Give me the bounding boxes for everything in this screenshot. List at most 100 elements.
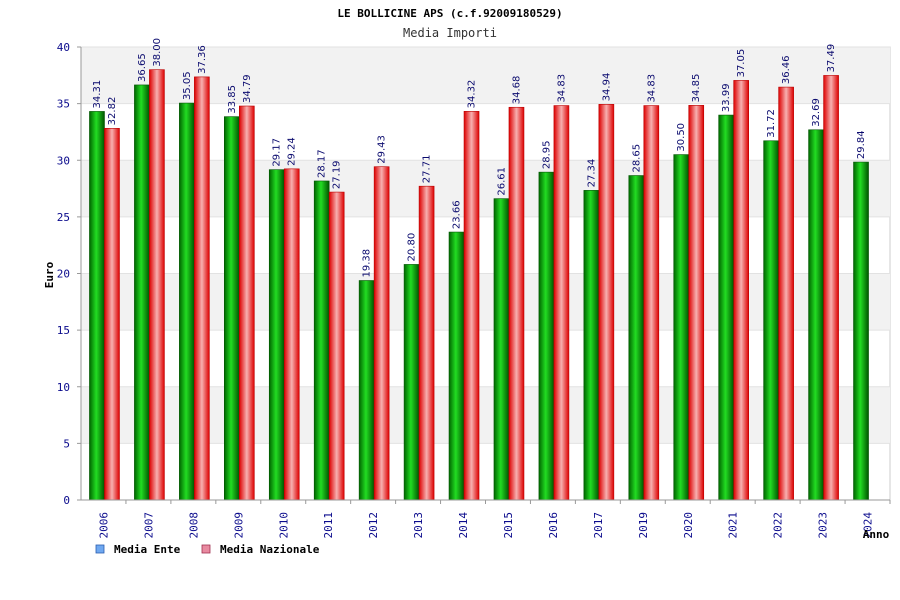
value-label-media-ente-2017: 27.34 <box>586 159 597 188</box>
x-tick-label-2020: 2020 <box>682 512 695 539</box>
value-label-media-nazionale-2016: 34.83 <box>556 74 567 103</box>
legend-swatch-media-ente <box>95 544 105 554</box>
bar-media-nazionale-2010 <box>283 168 300 501</box>
bar-media-ente-2007 <box>134 84 150 501</box>
bar-media-nazionale-2017 <box>598 104 615 501</box>
chart-title: LE BOLLICINE APS (c.f.92009180529) <box>337 7 562 20</box>
x-tick-label-2023: 2023 <box>817 512 830 539</box>
chart-subtitle: Media Importi <box>403 26 497 40</box>
value-label-media-ente-2020: 30.50 <box>676 123 687 152</box>
value-label-media-ente-2011: 28.17 <box>317 149 328 178</box>
value-label-media-ente-2024: 29.84 <box>856 130 867 159</box>
bar-media-nazionale-2015 <box>508 106 525 501</box>
value-label-media-ente-2009: 33.85 <box>227 85 238 114</box>
x-tick-label-2006: 2006 <box>97 512 110 539</box>
bar-media-nazionale-2014 <box>463 111 480 501</box>
bar-media-ente-2006 <box>89 111 105 501</box>
value-labels: 34.31 32.82 36.65 38.00 35.05 37.36 33.85 34.79… <box>92 38 867 278</box>
x-tick-label-2019: 2019 <box>637 512 650 539</box>
value-label-media-nazionale-2008: 37.36 <box>197 45 208 74</box>
bar-media-nazionale-2007 <box>149 69 165 501</box>
bar-media-ente-2021 <box>718 114 734 501</box>
bar-media-nazionale-2009 <box>239 105 255 501</box>
value-label-media-nazionale-2014: 34.32 <box>467 80 478 109</box>
bar-media-ente-2016 <box>538 171 555 501</box>
x-tick-label-2007: 2007 <box>142 512 155 539</box>
bar-media-nazionale-2006 <box>104 128 120 501</box>
y-tick-label: 10 <box>57 381 70 394</box>
x-axis-label: Anno <box>863 528 890 541</box>
value-label-media-ente-2010: 29.17 <box>272 138 283 167</box>
value-label-media-ente-2014: 23.66 <box>452 200 463 229</box>
value-label-media-nazionale-2022: 36.46 <box>781 55 792 84</box>
value-label-media-nazionale-2019: 34.83 <box>646 74 657 103</box>
bar-media-ente-2010 <box>268 169 285 501</box>
value-label-media-ente-2016: 28.95 <box>541 141 552 170</box>
y-tick-labels: 0 5 10 15 20 25 30 35 40 <box>57 41 81 507</box>
bar-media-nazionale-2012 <box>373 166 390 501</box>
legend-swatch-media-nazionale <box>201 544 211 554</box>
value-label-media-ente-2008: 35.05 <box>182 71 193 100</box>
bar-media-nazionale-2013 <box>418 185 435 501</box>
legend-label-media-ente: Media Ente <box>114 543 181 556</box>
bar-media-ente-2012 <box>358 280 375 501</box>
value-label-media-nazionale-2010: 29.24 <box>287 137 298 166</box>
bar-media-ente-2019 <box>628 175 645 501</box>
x-tick-label-2021: 2021 <box>727 512 740 539</box>
bar-media-nazionale-2021 <box>733 80 749 501</box>
bar-media-ente-2013 <box>403 264 420 501</box>
x-tick-label-2022: 2022 <box>772 512 785 539</box>
y-tick-label: 30 <box>57 154 70 167</box>
y-tick-label: 0 <box>63 494 70 507</box>
bar-media-ente-2011 <box>313 180 330 501</box>
bar-media-nazionale-2008 <box>194 76 210 501</box>
bar-media-ente-2009 <box>224 116 240 501</box>
bar-media-nazionale-2019 <box>643 105 660 501</box>
x-tick-label-2009: 2009 <box>232 512 245 539</box>
bar-media-ente-2020 <box>673 154 690 501</box>
value-label-media-nazionale-2012: 29.43 <box>377 135 388 164</box>
bar-media-nazionale-2022 <box>778 86 794 501</box>
x-tick-label-2010: 2010 <box>277 512 290 539</box>
value-label-media-ente-2022: 31.72 <box>766 109 777 138</box>
bar-media-nazionale-2011 <box>328 191 345 501</box>
bar-media-ente-2015 <box>493 198 510 501</box>
value-label-media-nazionale-2017: 34.94 <box>601 73 612 102</box>
bar-media-ente-2022 <box>763 140 779 501</box>
value-label-media-ente-2023: 32.69 <box>811 98 822 127</box>
x-tick-label-2014: 2014 <box>457 512 470 539</box>
value-label-media-nazionale-2006: 32.82 <box>107 97 118 126</box>
value-label-media-nazionale-2007: 38.00 <box>152 38 163 67</box>
y-tick-label: 40 <box>57 41 70 54</box>
y-tick-label: 5 <box>63 437 70 450</box>
x-tick-label-2016: 2016 <box>547 512 560 539</box>
bar-media-ente-2014 <box>448 231 465 501</box>
bars-group <box>89 69 869 501</box>
value-label-media-ente-2019: 28.65 <box>631 144 642 173</box>
value-label-media-nazionale-2009: 34.79 <box>242 74 253 103</box>
value-label-media-ente-2015: 26.61 <box>496 167 507 196</box>
value-label-media-ente-2012: 19.38 <box>362 249 373 278</box>
bar-media-nazionale-2023 <box>823 75 839 501</box>
x-tick-labels: 2006 2007 2008 2009 2010 2011 2012 2013 2014 2015… <box>97 500 891 539</box>
value-label-media-ente-2013: 20.80 <box>407 233 418 262</box>
y-tick-label: 20 <box>57 268 70 281</box>
y-tick-label: 35 <box>57 98 70 111</box>
y-tick-label: 25 <box>57 211 70 224</box>
value-label-media-ente-2006: 34.31 <box>92 80 103 109</box>
x-tick-label-2012: 2012 <box>367 512 380 539</box>
bar-media-ente-2023 <box>808 129 824 501</box>
bar-media-nazionale-2016 <box>553 105 570 501</box>
x-tick-label-2008: 2008 <box>187 512 200 539</box>
bar-media-ente-2008 <box>179 102 195 501</box>
x-tick-label-2013: 2013 <box>412 512 425 539</box>
value-label-media-nazionale-2011: 27.19 <box>332 160 343 189</box>
plot-band <box>81 160 890 217</box>
y-axis-label: Euro <box>43 261 56 288</box>
x-tick-label-2011: 2011 <box>322 512 335 539</box>
bar-media-ente-2024 <box>853 161 869 501</box>
x-tick-label-2024: 2024 <box>862 512 875 539</box>
x-tick-label-2017: 2017 <box>592 512 605 539</box>
plot-band <box>81 47 890 104</box>
